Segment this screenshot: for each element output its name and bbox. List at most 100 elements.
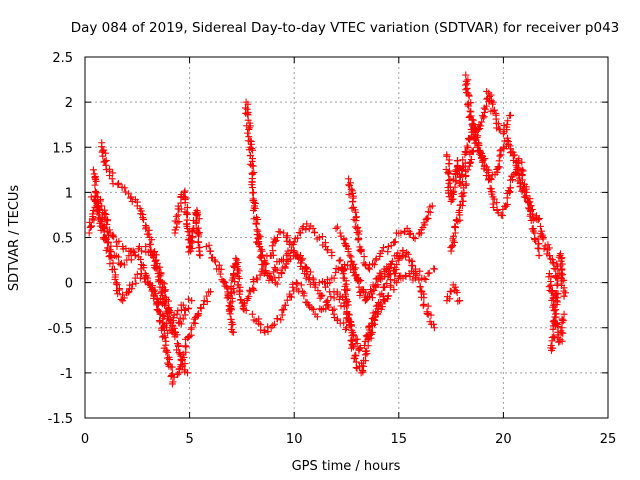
data-point-interp [557,250,565,258]
data-point-interp [370,315,378,323]
data-point-interp [192,216,200,224]
data-point-interp [165,353,173,361]
data-point [108,175,116,183]
data-point-interp [130,248,138,256]
data-point-interp [175,218,183,226]
data-point-interp [203,292,211,300]
data-point-interp [423,310,431,318]
data-point-interp [162,341,170,349]
data-point-interp [282,233,290,241]
data-point-interp [468,156,476,164]
data-point-interp [187,325,195,333]
data-point [280,229,288,237]
data-point-interp [167,318,175,326]
data-point-interp [333,288,341,296]
data-point [184,369,192,377]
data-point-interp [252,220,260,228]
data-point-interp [268,242,276,250]
data-point-interp [548,256,556,264]
data-point [200,297,208,305]
data-point [299,288,307,296]
data-point-interp [424,302,432,310]
data-point-interp [200,300,208,308]
data-point [451,283,459,291]
data-point-interp [171,226,179,234]
data-point-interp [156,263,164,271]
data-point-interp [156,272,164,280]
data-point-interp [227,299,235,307]
data-point-interp [490,195,498,203]
data-point-interp [360,286,368,294]
data-point-interp [362,357,370,365]
data-point-interp [137,255,145,263]
data-point-interp [269,251,277,259]
data-point-interp [469,122,477,130]
data-point-interp [545,244,553,252]
data-point-interp [137,207,145,215]
data-point [430,265,438,273]
data-point-interp [254,215,262,223]
data-point-interp [194,239,202,247]
data-point-interp [228,276,236,284]
data-point-interp [342,290,350,298]
data-point-interp [343,286,351,294]
data-point-interp [298,224,306,232]
data-point-interp [383,263,391,271]
data-point [188,324,196,332]
data-point-interp [300,292,308,300]
data-point-interp [558,337,566,345]
data-point [447,288,455,296]
data-point-interp [256,271,264,279]
data-point-interp [416,283,424,291]
data-point-interp [120,294,128,302]
data-point-interp [553,273,561,281]
y-tick-label: 2 [65,96,73,111]
data-point-interp [168,363,176,371]
data-point-interp [302,226,310,234]
data-point [455,206,463,214]
data-point-interp [92,177,100,185]
data-point-interp [405,230,413,238]
data-point-interp [390,286,398,294]
data-point-interp [352,336,360,344]
data-point-interp [422,275,430,283]
data-point-interp [480,163,488,171]
data-point-interp [187,331,195,339]
data-point-interp [471,129,479,137]
data-point-interp [97,226,105,234]
data-point [309,224,317,232]
data-point-interp [347,185,355,193]
data-point-interp [103,217,111,225]
data-point-interp [145,280,153,288]
data-point-interp [548,287,556,295]
data-point [317,306,325,314]
data-point-interp [282,251,290,259]
data-point [144,279,152,287]
data-point-interp [174,341,182,349]
data-point-interp [127,256,135,264]
data-point-interp [296,259,304,267]
data-point-interp [449,187,457,195]
data-point-interp [480,104,488,112]
data-point-interp [258,251,266,259]
data-point-interp [464,76,472,84]
data-point-interp [310,279,318,287]
data-point [292,279,300,287]
data-point-interp [94,214,102,222]
data-point-interp [396,252,404,260]
data-point-interp [462,181,470,189]
data-point-interp [139,214,147,222]
data-point [468,121,476,129]
data-point-interp [281,301,289,309]
data-point-interp [443,151,451,159]
data-point-interp [249,284,257,292]
data-point [393,279,401,287]
data-point-interp [329,306,337,314]
data-point [174,211,182,219]
data-point-interp [335,257,343,265]
data-point-interp [275,274,283,282]
data-point [336,229,344,237]
data-point-interp [544,241,552,249]
data-point [472,139,480,147]
